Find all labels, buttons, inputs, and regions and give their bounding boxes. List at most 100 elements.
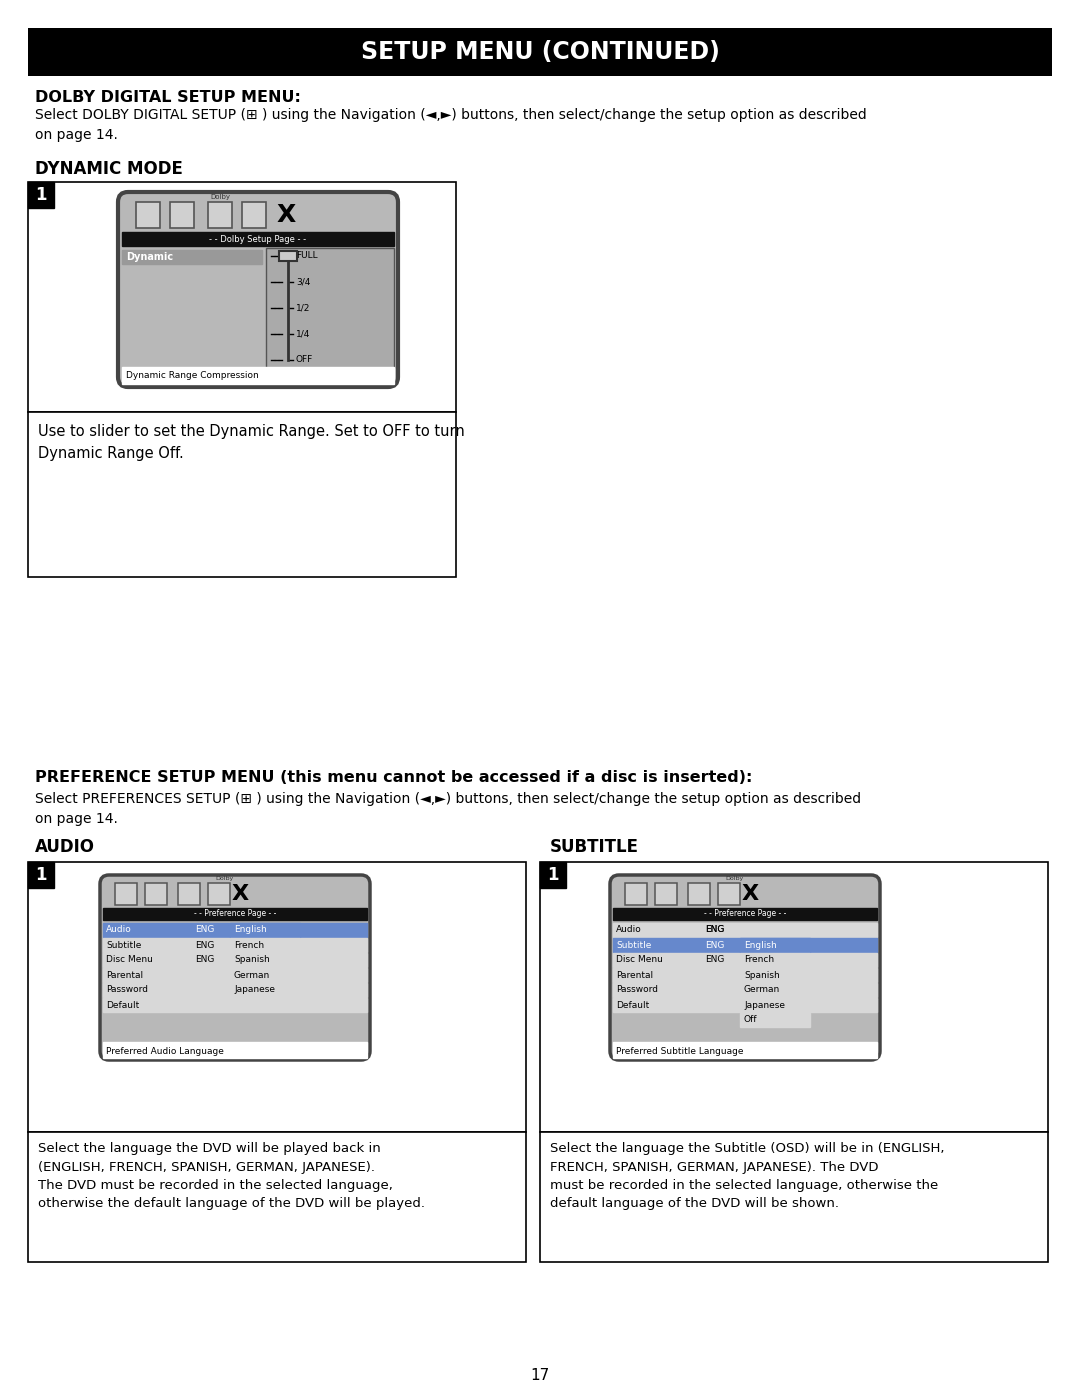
Text: French: French xyxy=(234,940,265,950)
Bar xyxy=(230,983,300,997)
Text: - - Preference Page - -: - - Preference Page - - xyxy=(704,909,786,918)
Bar xyxy=(613,953,877,967)
Bar xyxy=(688,883,710,905)
Bar xyxy=(122,232,394,246)
Text: German: German xyxy=(744,985,780,995)
FancyBboxPatch shape xyxy=(118,191,399,387)
Text: ENG: ENG xyxy=(705,940,725,950)
Bar xyxy=(208,883,230,905)
Text: Subtitle: Subtitle xyxy=(106,940,141,950)
Text: English: English xyxy=(744,940,777,950)
Text: Off: Off xyxy=(744,1016,757,1024)
Text: Audio: Audio xyxy=(616,925,642,935)
Text: FULL: FULL xyxy=(296,251,318,260)
Bar xyxy=(28,182,54,208)
Text: Audio: Audio xyxy=(106,925,132,935)
FancyBboxPatch shape xyxy=(610,875,880,1060)
Text: French: French xyxy=(744,956,774,964)
Text: 1: 1 xyxy=(36,186,46,204)
Bar xyxy=(28,412,456,577)
Text: ENG: ENG xyxy=(195,956,214,964)
Text: PREFERENCE SETUP MENU (this menu cannot be accessed if a disc is inserted):: PREFERENCE SETUP MENU (this menu cannot … xyxy=(35,770,753,785)
Text: X: X xyxy=(276,203,296,226)
Text: Dynamic: Dynamic xyxy=(126,251,173,263)
Text: Select DOLBY DIGITAL SETUP (⊞ ) using the Navigation (◄,►) buttons, then select/: Select DOLBY DIGITAL SETUP (⊞ ) using th… xyxy=(35,108,867,141)
Bar xyxy=(613,968,877,982)
Text: Default: Default xyxy=(616,1000,649,1010)
Text: - - Dolby Setup Page - -: - - Dolby Setup Page - - xyxy=(210,235,307,243)
Text: - - Preference Page - -: - - Preference Page - - xyxy=(193,909,276,918)
Bar xyxy=(230,937,300,951)
Bar xyxy=(28,1132,526,1261)
Text: Select PREFERENCES SETUP (⊞ ) using the Navigation (◄,►) buttons, then select/ch: Select PREFERENCES SETUP (⊞ ) using the … xyxy=(35,792,861,826)
Bar xyxy=(242,203,266,228)
Bar xyxy=(540,862,1048,1132)
Bar xyxy=(279,251,297,261)
Bar xyxy=(114,883,137,905)
Text: SETUP MENU (CONTINUED): SETUP MENU (CONTINUED) xyxy=(361,41,719,64)
Text: ENG: ENG xyxy=(705,956,725,964)
Text: ENG: ENG xyxy=(705,925,725,935)
Bar xyxy=(613,937,877,951)
Text: Japanese: Japanese xyxy=(744,1000,785,1010)
Text: English: English xyxy=(234,925,267,935)
Text: X: X xyxy=(231,884,248,904)
Bar xyxy=(28,28,1052,75)
Bar xyxy=(230,953,300,967)
Text: Dolby: Dolby xyxy=(210,194,230,200)
Bar xyxy=(103,923,367,937)
Text: Select the language the Subtitle (OSD) will be in (ENGLISH,
FRENCH, SPANISH, GER: Select the language the Subtitle (OSD) w… xyxy=(550,1141,945,1210)
Bar xyxy=(613,1042,877,1058)
Bar xyxy=(103,983,367,997)
Bar xyxy=(740,968,810,982)
Text: Dolby: Dolby xyxy=(216,876,234,882)
Text: ENG: ENG xyxy=(705,925,725,935)
Bar xyxy=(740,983,810,997)
Bar xyxy=(740,937,810,951)
Bar xyxy=(122,367,394,384)
FancyBboxPatch shape xyxy=(100,875,370,1060)
Bar xyxy=(740,997,810,1011)
Text: Password: Password xyxy=(616,985,658,995)
Text: Parental: Parental xyxy=(106,971,144,979)
Text: 3/4: 3/4 xyxy=(296,278,310,286)
Bar xyxy=(230,923,300,937)
Text: ENG: ENG xyxy=(195,940,214,950)
Text: AUDIO: AUDIO xyxy=(35,838,95,856)
Bar xyxy=(103,953,367,967)
Bar xyxy=(103,1042,367,1058)
Text: ENG: ENG xyxy=(195,925,214,935)
Text: DYNAMIC MODE: DYNAMIC MODE xyxy=(35,161,183,177)
Text: Parental: Parental xyxy=(616,971,653,979)
Bar xyxy=(178,883,200,905)
Bar xyxy=(613,923,877,937)
Bar xyxy=(122,250,262,264)
Bar xyxy=(103,908,367,921)
Text: OFF: OFF xyxy=(296,355,313,365)
Text: Password: Password xyxy=(106,985,148,995)
Text: Use to slider to set the Dynamic Range. Set to OFF to turn
Dynamic Range Off.: Use to slider to set the Dynamic Range. … xyxy=(38,425,464,461)
Text: Preferred Subtitle Language: Preferred Subtitle Language xyxy=(616,1046,743,1056)
Bar xyxy=(103,968,367,982)
Text: 1/4: 1/4 xyxy=(296,330,310,338)
Text: Dynamic Range Compression: Dynamic Range Compression xyxy=(126,372,259,380)
Text: X: X xyxy=(742,884,758,904)
Bar xyxy=(740,1013,810,1027)
Bar xyxy=(718,883,740,905)
Bar xyxy=(208,203,232,228)
Bar xyxy=(540,862,566,888)
Bar xyxy=(103,997,367,1011)
Text: Preferred Audio Language: Preferred Audio Language xyxy=(106,1046,224,1056)
Text: Disc Menu: Disc Menu xyxy=(616,956,663,964)
Bar xyxy=(28,862,526,1132)
Text: 1: 1 xyxy=(36,866,46,884)
Text: Disc Menu: Disc Menu xyxy=(106,956,153,964)
Text: Select the language the DVD will be played back in
(ENGLISH, FRENCH, SPANISH, GE: Select the language the DVD will be play… xyxy=(38,1141,426,1210)
Text: DOLBY DIGITAL SETUP MENU:: DOLBY DIGITAL SETUP MENU: xyxy=(35,89,301,105)
Bar xyxy=(136,203,160,228)
Bar xyxy=(170,203,194,228)
Bar xyxy=(540,1132,1048,1261)
Bar xyxy=(613,997,877,1011)
Bar xyxy=(145,883,167,905)
Text: Spanish: Spanish xyxy=(234,956,270,964)
